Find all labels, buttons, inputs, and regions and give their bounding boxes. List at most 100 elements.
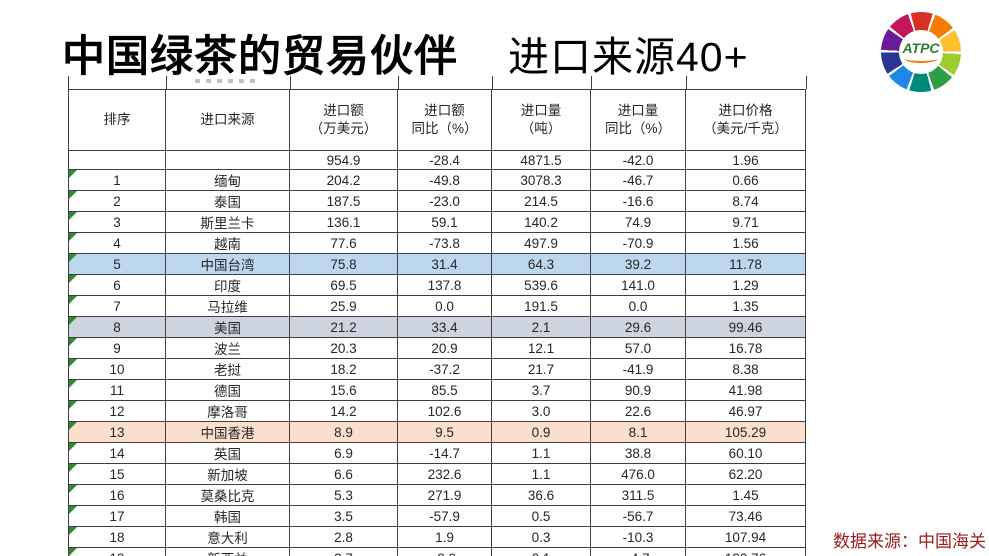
source-cell: 摩洛哥 — [165, 400, 290, 422]
source-cell: 中国台湾 — [165, 253, 290, 275]
source-cell: 意大利 — [165, 526, 290, 548]
import-volume-yoy-cell: -42.0 — [590, 150, 686, 170]
rank-cell: 12 — [68, 400, 166, 422]
table-row: 17 韩国 3.5 -57.9 0.5 -56.7 73.46 — [68, 505, 806, 527]
import-value-yoy-cell: 9.5 — [397, 421, 492, 443]
rank-cell: 1 — [68, 169, 166, 191]
import-value-yoy-cell: -57.9 — [397, 505, 492, 527]
source-cell: 新西兰 — [165, 547, 290, 556]
import-value-cell: 5.3 — [289, 484, 398, 506]
import-value-cell: 77.6 — [289, 232, 398, 254]
import-value-cell: 3.5 — [289, 505, 398, 527]
source-cell: 英国 — [165, 442, 290, 464]
import-volume-yoy-cell: -46.7 — [590, 169, 686, 191]
import-value-yoy-cell: 33.4 — [397, 316, 492, 338]
import-value-yoy-cell: -23.0 — [397, 190, 492, 212]
source-cell: 莫桑比克 — [165, 484, 290, 506]
table-row: 12 摩洛哥 14.2 102.6 3.0 22.6 46.97 — [68, 400, 806, 422]
rank-cell: 3 — [68, 211, 166, 233]
rank-cell: 2 — [68, 190, 166, 212]
import-value-yoy-cell: -37.2 — [397, 358, 492, 380]
import-value-yoy-cell: -14.7 — [397, 442, 492, 464]
import-value-yoy-cell: -73.8 — [397, 232, 492, 254]
import-price-cell: 46.97 — [685, 400, 806, 422]
table-row: 9 波兰 20.3 20.9 12.1 57.0 16.78 — [68, 337, 806, 359]
import-volume-yoy-cell: -41.9 — [590, 358, 686, 380]
import-volume-yoy-cell: 39.2 — [590, 253, 686, 275]
import-volume-cell: 191.5 — [491, 295, 591, 317]
import-volume-yoy-cell: 141.0 — [590, 274, 686, 296]
import-value-yoy-cell: 137.8 — [397, 274, 492, 296]
import-volume-yoy-cell: -70.9 — [590, 232, 686, 254]
clipped-text-artifact — [195, 79, 257, 83]
page-title: 中国绿茶的贸易伙伴 进口来源40+ — [62, 22, 749, 84]
rank-cell: 9 — [68, 337, 166, 359]
rank-cell: 7 — [68, 295, 166, 317]
import-volume-cell: 4871.5 — [491, 150, 591, 170]
title-sub: 进口来源40+ — [508, 34, 749, 80]
rank-cell: 19 — [68, 547, 166, 556]
import-value-cell: 6.6 — [289, 463, 398, 485]
import-value-cell: 14.2 — [289, 400, 398, 422]
import-volume-yoy-cell: 311.5 — [590, 484, 686, 506]
source-cell: 印度 — [165, 274, 290, 296]
source-cell: 马拉维 — [165, 295, 290, 317]
import-value-cell: 20.3 — [289, 337, 398, 359]
import-value-yoy-cell: 102.6 — [397, 400, 492, 422]
rank-cell: 6 — [68, 274, 166, 296]
import-volume-yoy-cell: 57.0 — [590, 337, 686, 359]
import-volume-cell: 0.3 — [491, 526, 591, 548]
import-price-cell: 8.38 — [685, 358, 806, 380]
source-cell: 德国 — [165, 379, 290, 401]
import-value-yoy-cell: -9.9 — [397, 547, 492, 556]
import-price-cell: 1.45 — [685, 484, 806, 506]
import-value-cell: 15.6 — [289, 379, 398, 401]
import-price-cell: 1.29 — [685, 274, 806, 296]
rank-cell: 18 — [68, 526, 166, 548]
import-volume-cell: 3.7 — [491, 379, 591, 401]
import-volume-yoy-cell: 22.6 — [590, 400, 686, 422]
import-price-cell: 107.94 — [685, 526, 806, 548]
table-row: 5 中国台湾 75.8 31.4 64.3 39.2 11.78 — [68, 253, 806, 275]
table-row: 15 新加坡 6.6 232.6 1.1 476.0 62.20 — [68, 463, 806, 485]
rank-cell — [68, 150, 166, 170]
import-price-cell: 1.96 — [685, 150, 806, 170]
rank-cell: 14 — [68, 442, 166, 464]
table-row: 19 新西兰 2.7 -9.9 0.1 -4.7 190.76 — [68, 547, 806, 556]
import-value-cell: 69.5 — [289, 274, 398, 296]
table-row: 6 印度 69.5 137.8 539.6 141.0 1.29 — [68, 274, 806, 296]
col-header-source: 进口来源 — [165, 89, 290, 151]
import-volume-yoy-cell: 90.9 — [590, 379, 686, 401]
table-row: 14 英国 6.9 -14.7 1.1 38.8 60.10 — [68, 442, 806, 464]
import-value-cell: 18.2 — [289, 358, 398, 380]
import-volume-cell: 140.2 — [491, 211, 591, 233]
import-price-cell: 1.56 — [685, 232, 806, 254]
source-cell: 斯里兰卡 — [165, 211, 290, 233]
import-volume-cell: 12.1 — [491, 337, 591, 359]
import-value-cell: 187.5 — [289, 190, 398, 212]
import-value-yoy-cell: -49.8 — [397, 169, 492, 191]
import-volume-yoy-cell: 476.0 — [590, 463, 686, 485]
data-source-note: 数据来源：中国海关 — [833, 532, 986, 551]
table-row: 954.9 -28.4 4871.5 -42.0 1.96 — [68, 150, 806, 170]
table-row: 1 缅甸 204.2 -49.8 3078.3 -46.7 0.66 — [68, 169, 806, 191]
col-header-import-volume-yoy: 进口量 同比（%） — [590, 89, 686, 151]
import-volume-cell: 2.1 — [491, 316, 591, 338]
atpc-logo-icon: ATPC — [881, 12, 961, 92]
import-volume-yoy-cell: 29.6 — [590, 316, 686, 338]
source-cell — [165, 150, 290, 170]
import-price-cell: 62.20 — [685, 463, 806, 485]
import-volume-cell: 1.1 — [491, 442, 591, 464]
import-value-yoy-cell: 31.4 — [397, 253, 492, 275]
import-volume-yoy-cell: 0.0 — [590, 295, 686, 317]
atpc-logo-swoosh-icon — [904, 54, 938, 63]
import-value-yoy-cell: 271.9 — [397, 484, 492, 506]
import-value-cell: 136.1 — [289, 211, 398, 233]
col-header-import-value-yoy: 进口额 同比（%） — [397, 89, 492, 151]
import-value-cell: 2.7 — [289, 547, 398, 556]
import-volume-cell: 497.9 — [491, 232, 591, 254]
atpc-logo-text: ATPC — [902, 40, 940, 56]
import-value-yoy-cell: 59.1 — [397, 211, 492, 233]
import-value-cell: 8.9 — [289, 421, 398, 443]
